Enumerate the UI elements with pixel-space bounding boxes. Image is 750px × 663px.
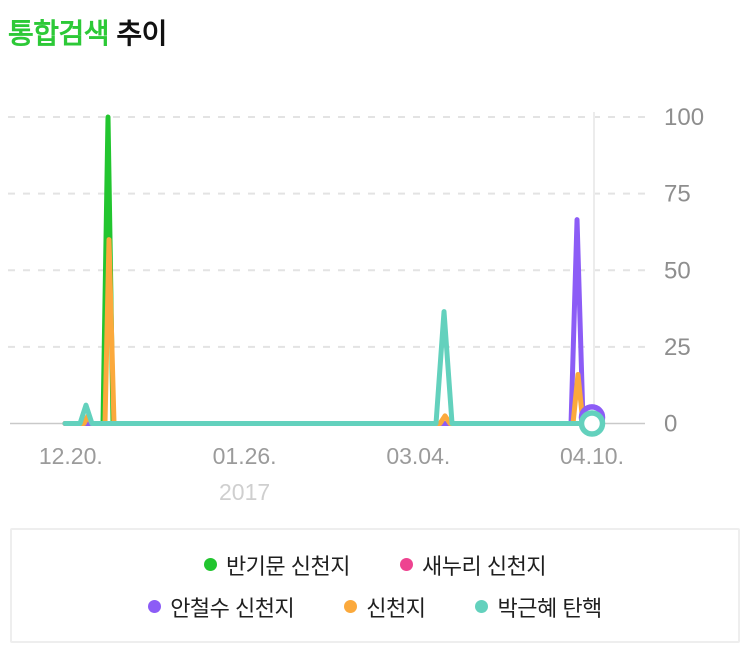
legend-label: 신천지 xyxy=(366,595,426,621)
legend-item-1[interactable]: 새누리 신천지 xyxy=(400,549,547,581)
x-tick-label: 12.20. xyxy=(39,443,103,469)
x-axis-year-label: 2017 xyxy=(219,479,270,505)
page-title: 통합검색 추이 xyxy=(8,12,167,52)
series-line-4 xyxy=(62,309,595,426)
x-tick-label: 01.26. xyxy=(213,443,277,469)
trend-line-chart: 0 25 50 75 100 12.20. 01.26. 03.04. 04.10. 2017 xyxy=(8,104,704,505)
y-tick-label: 25 xyxy=(664,334,691,361)
legend-item-0[interactable]: 반기문 신천지 xyxy=(203,549,351,581)
title-highlight: 통합검색 xyxy=(8,18,110,49)
end-marker-4 xyxy=(578,410,606,437)
legend-row-1: 안철수 신천지 신천지 박근혜 탄핵 xyxy=(148,591,602,623)
legend-label: 안철수 신천지 xyxy=(170,595,295,621)
legend-label: 박근혜 탄핵 xyxy=(497,595,602,621)
series-line-3 xyxy=(62,237,595,426)
y-tick-label: 0 xyxy=(664,411,677,438)
legend-dot-icon xyxy=(203,558,217,571)
y-tick-label: 50 xyxy=(664,257,691,284)
y-tick-label: 100 xyxy=(664,104,704,131)
legend-item-2[interactable]: 안철수 신천지 xyxy=(148,591,295,623)
legend-dot-icon xyxy=(475,600,489,613)
legend-dot-icon xyxy=(148,600,162,613)
series-line-2 xyxy=(62,217,595,426)
title-rest: 추이 xyxy=(109,18,167,49)
legend-row-0: 반기문 신천지 새누리 신천지 xyxy=(203,549,547,581)
legend-dot-icon xyxy=(400,558,413,571)
x-tick-label: 04.10. xyxy=(560,443,624,469)
legend-label: 반기문 신천지 xyxy=(225,553,351,579)
legend-item-4[interactable]: 박근혜 탄핵 xyxy=(475,591,602,623)
legend-item-3[interactable]: 신천지 xyxy=(344,591,426,623)
legend-dot-icon xyxy=(344,600,358,613)
y-tick-label: 75 xyxy=(664,181,691,208)
x-tick-label: 03.04. xyxy=(386,443,450,469)
legend-label: 새누리 신천지 xyxy=(422,553,547,579)
